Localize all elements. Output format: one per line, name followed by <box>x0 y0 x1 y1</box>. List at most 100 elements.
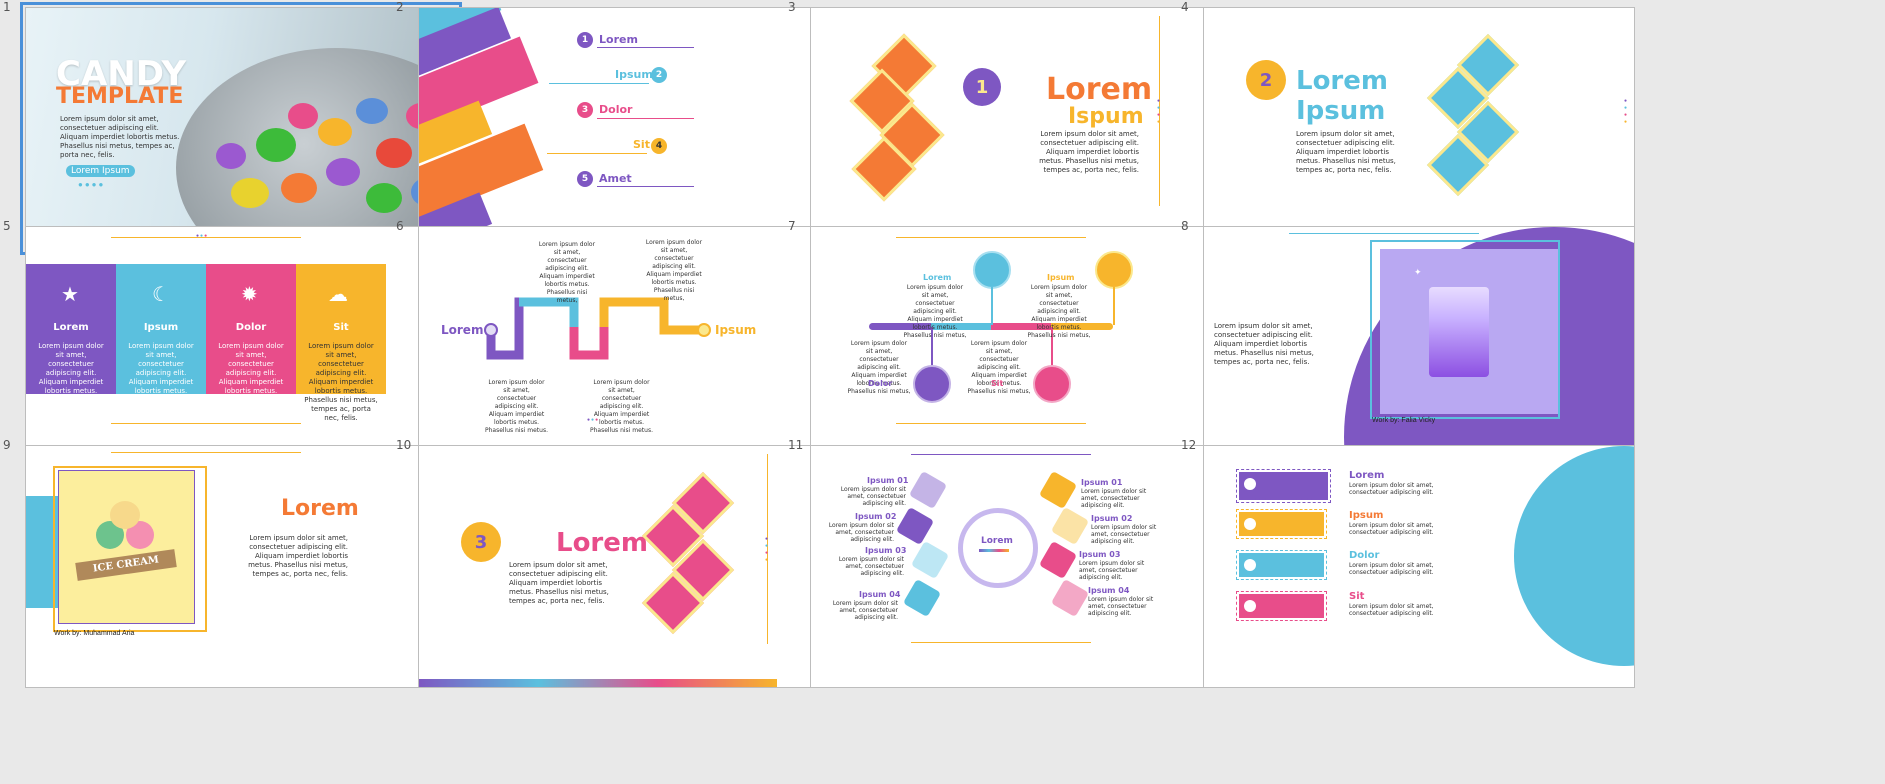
top-rule <box>111 237 301 238</box>
slide-4[interactable]: 2 Lorem Ipsum Lorem ipsum dolor sit amet… <box>1203 7 1635 250</box>
item-5-line <box>597 186 694 187</box>
item-4-badge: 4 <box>651 138 667 154</box>
art-panel <box>58 470 195 624</box>
candy-8 <box>231 178 269 208</box>
slide-thumb-1[interactable]: 1 CANDY TEMPLATE Lorem ipsum dolor sit a… <box>3 0 462 255</box>
slide-thumb-5[interactable]: 5 ●●● ★ ☾ ✹ ☁ Lorem Ipsum Dolor Sit Lore… <box>3 219 457 469</box>
top-rule <box>896 237 1086 238</box>
slide-11[interactable]: Lorem Ipsum 01 Lorem ipsum dolor sit ame… <box>810 445 1242 688</box>
frame-outline <box>53 466 207 632</box>
slide-1[interactable]: CANDY TEMPLATE Lorem ipsum dolor sit ame… <box>20 2 462 255</box>
item-dolor-text: Lorem ipsum dolor sit amet, consectetuer… <box>1349 562 1434 576</box>
col-ipsum <box>116 264 206 394</box>
chart-icon <box>908 470 948 510</box>
text-ipsum: Lorem ipsum dolor sit amet, consectetuer… <box>1027 284 1091 339</box>
candy-7 <box>281 173 317 203</box>
timeline-bar-purple <box>869 323 931 330</box>
tag-lorem-hole <box>1244 478 1256 490</box>
left-text-1: Lorem ipsum dolor sit amet, consectetuer… <box>840 486 906 507</box>
bottom-gradient-bar <box>419 679 777 687</box>
lorem-ipsum-button[interactable]: Lorem Ipsum <box>66 165 135 177</box>
stem-pink <box>1051 327 1053 365</box>
right-label-2: Ipsum 02 <box>1091 514 1133 523</box>
slide-3[interactable]: 1 Lorem Ispum Lorem ipsum dolor sit amet… <box>810 7 1242 250</box>
slide-8[interactable]: ✦ Lorem ipsum dolor sit amet, consectetu… <box>1203 226 1635 469</box>
item-3-line <box>597 118 694 119</box>
slide-12[interactable]: Lorem Lorem ipsum dolor sit amet, consec… <box>1203 445 1635 688</box>
moon-icon: ☾ <box>152 284 170 306</box>
tag-sit-hole <box>1244 600 1256 612</box>
slide-thumb-10[interactable]: 10 3 Lorem Lorem ipsum dolor sit amet, c… <box>396 438 850 688</box>
number-badge: 1 <box>963 68 1001 106</box>
slide-thumb-2[interactable]: 2 1 Lorem Ipsum 2 3 Dolor Sit 4 5 Amet <box>396 0 850 250</box>
label-ipsum: Ipsum <box>715 323 757 337</box>
candy-5 <box>376 138 412 168</box>
text-top-2: Lorem ipsum dolor sit amet, consectetuer… <box>645 239 703 302</box>
heading-ispum: Ispum <box>1068 104 1144 129</box>
slide-6[interactable]: Lorem Ipsum Lorem ipsum dolor sit amet, … <box>418 226 850 469</box>
item-sit-title: Sit <box>1349 591 1365 602</box>
col-dolor-text: Lorem ipsum dolor sit amet, consectetuer… <box>214 342 288 422</box>
slide-thumb-6[interactable]: 6 Lorem Ipsum Lorem ipsum dolor sit amet… <box>396 219 850 469</box>
top-rule <box>111 452 301 453</box>
slide-7[interactable]: Lorem Lorem ipsum dolor sit amet, consec… <box>810 226 1242 469</box>
slide-thumb-12[interactable]: 12 Lorem Lorem ipsum dolor sit amet, con… <box>1181 438 1635 688</box>
text-bottom-1: Lorem ipsum dolor sit amet, consectetuer… <box>485 379 548 434</box>
star-icon: ★ <box>61 284 79 306</box>
timeline-bar-yellow <box>1051 323 1113 330</box>
text-sit: Lorem ipsum dolor sit amet, consectetuer… <box>967 340 1031 395</box>
slide-thumb-8[interactable]: 8 ✦ Lorem ipsum dolor sit amet, consecte… <box>1181 219 1635 469</box>
label-lorem: Lorem <box>923 273 952 282</box>
bottom-dots: ●●● <box>587 417 600 423</box>
item-5-label: Amet <box>599 172 632 185</box>
slide-10[interactable]: 3 Lorem Lorem ipsum dolor sit amet, cons… <box>418 445 850 688</box>
item-1-badge: 1 <box>577 32 593 48</box>
heading-lorem: Lorem <box>556 528 648 558</box>
item-5-badge: 5 <box>577 171 593 187</box>
body-text: Lorem ipsum dolor sit amet, consectetuer… <box>509 561 609 605</box>
col-dolor <box>206 264 296 394</box>
right-label-4: Ipsum 04 <box>1088 586 1130 595</box>
stem-yellow <box>1113 287 1115 325</box>
vertical-rule <box>767 454 768 644</box>
slide-2[interactable]: 1 Lorem Ipsum 2 3 Dolor Sit 4 5 Amet <box>418 7 850 250</box>
text-lorem: Lorem ipsum dolor sit amet, consectetuer… <box>903 284 967 339</box>
side-dots: ● ● ● ● <box>765 536 769 563</box>
col-lorem <box>26 264 116 394</box>
body-text: Lorem ipsum dolor sit amet, consectetuer… <box>1039 130 1139 174</box>
left-label-4: Ipsum 04 <box>859 590 901 599</box>
title-candy: CANDY <box>56 54 187 94</box>
col-ipsum-text: Lorem ipsum dolor sit amet, consectetuer… <box>124 342 198 422</box>
item-2-badge: 2 <box>651 67 667 83</box>
slide-thumb-7[interactable]: 7 Lorem Lorem ipsum dolor sit amet, cons… <box>788 219 1242 469</box>
vertical-rule <box>1159 16 1160 206</box>
sparkles: ✦ <box>1414 267 1422 277</box>
right-label-1: Ipsum 01 <box>1081 478 1123 487</box>
left-text-3: Lorem ipsum dolor sit amet, consectetuer… <box>838 556 904 577</box>
bar-chart-icon <box>1050 506 1090 546</box>
stem-blue <box>991 287 993 325</box>
col-sit-text: Lorem ipsum dolor sit amet, consectetuer… <box>304 342 378 422</box>
heading-lorem: Lorem <box>1296 66 1388 96</box>
pager-dots: ●●●● <box>78 180 106 189</box>
body-text: Lorem ipsum dolor sit amet, consectetuer… <box>248 534 348 578</box>
item-3-badge: 3 <box>577 102 593 118</box>
slide-thumb-9[interactable]: 9 ICE CREAM Lorem Lorem ipsum dolor sit … <box>3 438 457 688</box>
node-yellow <box>1095 251 1133 289</box>
left-text-2: Lorem ipsum dolor sit amet, consectetuer… <box>828 522 894 543</box>
right-text-2: Lorem ipsum dolor sit amet, consectetuer… <box>1091 524 1157 545</box>
right-text-4: Lorem ipsum dolor sit amet, consectetuer… <box>1088 596 1154 617</box>
top-rule <box>911 454 1091 455</box>
slide-9[interactable]: ICE CREAM Lorem Lorem ipsum dolor sit am… <box>25 445 457 688</box>
milk-carton <box>1429 287 1489 377</box>
slide-thumb-11[interactable]: 11 Lorem Ipsum 01 Lorem ipsum dolor sit … <box>788 438 1242 688</box>
slide-thumb-3[interactable]: 3 1 Lorem Ispum Lorem ipsum dolor sit am… <box>788 0 1242 250</box>
heading-ipsum: Ipsum <box>1296 96 1386 126</box>
slide-thumb-4[interactable]: 4 2 Lorem Ipsum Lorem ipsum dolor sit am… <box>1181 0 1635 250</box>
pie-icon <box>902 578 942 618</box>
right-text-3: Lorem ipsum dolor sit amet, consectetuer… <box>1079 560 1145 581</box>
label-dolor: Dolor <box>868 379 893 388</box>
candy-4 <box>356 98 388 124</box>
item-ipsum-title: Ipsum <box>1349 510 1384 521</box>
slide-5[interactable]: ●●● ★ ☾ ✹ ☁ Lorem Ipsum Dolor Sit Lorem … <box>25 226 457 469</box>
